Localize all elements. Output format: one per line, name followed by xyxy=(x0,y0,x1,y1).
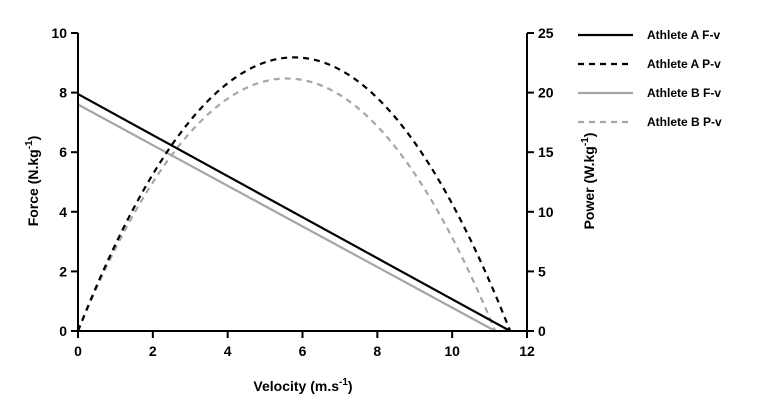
right-y-tick-label: 10 xyxy=(538,204,554,220)
axes-layer xyxy=(77,33,528,332)
series-layer xyxy=(76,56,512,332)
series-line-athlete-b-p-v xyxy=(76,77,497,332)
legend-entry-label: Athlete A F-v xyxy=(647,28,720,42)
x-tick-label: 6 xyxy=(299,343,307,359)
legend-entry-label: Athlete B P-v xyxy=(647,115,722,129)
legend-entry-label: Athlete B F-v xyxy=(647,86,721,100)
x-tick-label: 8 xyxy=(373,343,381,359)
left-y-tick-label: 6 xyxy=(59,144,67,160)
left-y-tick-label: 4 xyxy=(59,204,67,220)
legend-entry-label: Athlete A P-v xyxy=(647,57,721,71)
right-y-tick-label: 20 xyxy=(538,85,554,101)
x-tick-label: 0 xyxy=(74,343,82,359)
x-tick-label: 2 xyxy=(149,343,157,359)
series-line-athlete-a-p-v xyxy=(76,56,512,332)
right-y-tick-label: 25 xyxy=(538,25,554,41)
left-y-tick-label: 8 xyxy=(59,85,67,101)
right-y-tick-label: 15 xyxy=(538,144,554,160)
left-y-tick-label: 10 xyxy=(51,25,67,41)
x-tick-label: 4 xyxy=(224,343,232,359)
left-y-axis-title: Force (N.kg-1) xyxy=(24,136,41,227)
right-y-axis-title: Power (W.kg-1) xyxy=(580,133,597,230)
right-y-tick-label: 5 xyxy=(538,263,546,279)
series-line-athlete-a-f-v xyxy=(77,93,511,332)
left-y-tick-label: 0 xyxy=(59,323,67,339)
right-y-tick-label: 0 xyxy=(538,323,546,339)
x-axis-title: Velocity (m.s-1) xyxy=(253,377,352,394)
series-line-athlete-b-f-v xyxy=(77,103,496,332)
x-tick-label: 12 xyxy=(519,343,535,359)
x-tick-label: 10 xyxy=(444,343,460,359)
left-y-tick-label: 2 xyxy=(59,263,67,279)
legend: Athlete A F-v Athlete A P-v Athlete B F-v A… xyxy=(578,28,722,129)
